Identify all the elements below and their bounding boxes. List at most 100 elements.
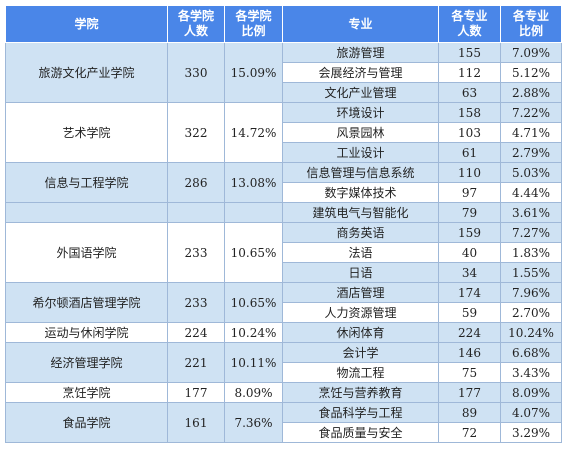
college-name-cell: 烹饪学院 (5, 382, 168, 403)
college-ratio-cell: 15.09% (224, 42, 283, 103)
major-ratio-cell: 10.24% (500, 322, 562, 343)
college-ratio-cell (224, 202, 283, 223)
table-row: 希尔顿酒店管理学院 233 10.65% 酒店管理 174 7.96% (5, 282, 562, 323)
header-college-count: 各学院 人数 (167, 5, 225, 43)
table-row: 数字媒体技术 97 4.44% (6, 182, 562, 203)
college-name-cell: 经济管理学院 (5, 342, 168, 383)
college-count-cell: 322 (167, 102, 225, 163)
major-name-cell: 会展经济与管理 (282, 62, 439, 83)
major-count-cell: 159 (438, 222, 501, 243)
college-ratio-cell: 10.11% (224, 342, 283, 383)
college-ratio-cell: 10.65% (224, 222, 283, 283)
major-ratio-cell: 7.96% (500, 282, 562, 303)
major-ratio-cell: 6.68% (500, 342, 562, 363)
major-ratio-cell: 7.09% (500, 42, 562, 63)
major-name-cell: 商务英语 (282, 222, 439, 243)
major-ratio-cell: 2.79% (500, 142, 562, 163)
enrollment-table: 学院 各学院 人数 各学院 比例 专业 各专业 人数 各专业 比例 旅游文化产业学院 33… (5, 5, 562, 443)
table-row: 运动与休闲学院 224 10.24% 休闲体育 224 10.24% (5, 322, 562, 343)
major-count-cell: 40 (438, 242, 501, 263)
table-row: 物流工程 75 3.43% (6, 362, 562, 383)
college-ratio-cell: 14.72% (224, 102, 283, 163)
major-name-cell: 法语 (282, 242, 439, 263)
college-name-cell: 希尔顿酒店管理学院 (5, 282, 168, 323)
major-ratio-cell: 7.22% (500, 102, 562, 123)
major-ratio-cell: 8.09% (500, 382, 562, 403)
major-ratio-cell: 4.44% (500, 182, 562, 203)
header-major-ratio: 各专业 比例 (500, 5, 562, 43)
major-name-cell: 风景园林 (282, 122, 439, 143)
major-ratio-cell: 3.29% (500, 422, 562, 443)
major-ratio-cell: 3.43% (500, 362, 562, 383)
college-count-cell: 177 (167, 382, 225, 403)
major-count-cell: 63 (438, 82, 501, 103)
college-ratio-cell: 10.65% (224, 282, 283, 323)
major-name-cell: 旅游管理 (282, 42, 439, 63)
major-count-cell: 158 (438, 102, 501, 123)
table-row: 日语 34 1.55% (6, 262, 562, 283)
college-name-cell: 信息与工程学院 (5, 162, 168, 203)
college-ratio-cell: 7.36% (224, 402, 283, 443)
college-count-cell: 233 (167, 222, 225, 283)
major-count-cell: 89 (438, 402, 501, 423)
major-count-cell: 103 (438, 122, 501, 143)
college-count-cell: 224 (167, 322, 225, 343)
major-count-cell: 112 (438, 62, 501, 83)
major-name-cell: 食品质量与安全 (282, 422, 439, 443)
major-count-cell: 177 (438, 382, 501, 403)
major-count-cell: 174 (438, 282, 501, 303)
major-name-cell: 工业设计 (282, 142, 439, 163)
college-name-cell: 运动与休闲学院 (5, 322, 168, 343)
major-name-cell: 建筑电气与智能化 (282, 202, 439, 223)
major-count-cell: 72 (438, 422, 501, 443)
major-count-cell: 79 (438, 202, 501, 223)
college-ratio-cell: 13.08% (224, 162, 283, 203)
major-ratio-cell: 7.27% (500, 222, 562, 243)
table-row: 工业设计 61 2.79% (6, 142, 562, 163)
major-name-cell: 数字媒体技术 (282, 182, 439, 203)
table-row: 外国语学院 233 10.65% 商务英语 159 7.27% (5, 222, 562, 283)
major-ratio-cell: 2.88% (500, 82, 562, 103)
college-count-cell: 286 (167, 162, 225, 203)
major-name-cell: 食品科学与工程 (282, 402, 439, 423)
major-count-cell: 97 (438, 182, 501, 203)
header-row: 学院 各学院 人数 各学院 比例 专业 各专业 人数 各专业 比例 (5, 5, 562, 43)
major-ratio-cell: 5.03% (500, 162, 562, 183)
college-count-cell (167, 202, 225, 223)
major-count-cell: 34 (438, 262, 501, 283)
major-name-cell: 环境设计 (282, 102, 439, 123)
header-major: 专业 (282, 5, 439, 43)
college-count-cell: 233 (167, 282, 225, 323)
major-count-cell: 75 (438, 362, 501, 383)
major-name-cell: 日语 (282, 262, 439, 283)
major-name-cell: 文化产业管理 (282, 82, 439, 103)
table-row: 经济管理学院 221 10.11% 会计学 146 6.68% (5, 342, 562, 383)
major-count-cell: 155 (438, 42, 501, 63)
table-row: 会展经济与管理 112 5.12% (6, 62, 562, 83)
table-body: 旅游文化产业学院 330 15.09% 旅游管理 155 7.09% 会展经济与管理 112 5… (5, 42, 562, 443)
college-count-cell: 330 (167, 42, 225, 103)
college-name-cell (5, 202, 168, 223)
college-name-cell: 旅游文化产业学院 (5, 42, 168, 103)
major-ratio-cell: 3.61% (500, 202, 562, 223)
major-ratio-cell: 4.07% (500, 402, 562, 423)
major-ratio-cell: 1.83% (500, 242, 562, 263)
table-row: 信息与工程学院 286 13.08% 信息管理与信息系统 110 5.03% (5, 162, 562, 203)
college-count-cell: 161 (167, 402, 225, 443)
header-major-count: 各专业 人数 (438, 5, 501, 43)
college-ratio-cell: 8.09% (224, 382, 283, 403)
table-row: 建筑电气与智能化 79 3.61% (5, 202, 562, 223)
table-row: 文化产业管理 63 2.88% (6, 82, 562, 103)
header-college: 学院 (5, 5, 168, 43)
major-ratio-cell: 4.71% (500, 122, 562, 143)
major-count-cell: 110 (438, 162, 501, 183)
major-name-cell: 物流工程 (282, 362, 439, 383)
table-row: 旅游文化产业学院 330 15.09% 旅游管理 155 7.09% (5, 42, 562, 103)
table-row: 烹饪学院 177 8.09% 烹饪与营养教育 177 8.09% (5, 382, 562, 403)
college-count-cell: 221 (167, 342, 225, 383)
college-name-cell: 食品学院 (5, 402, 168, 443)
enrollment-table-container: 学院 各学院 人数 各学院 比例 专业 各专业 人数 各专业 比例 旅游文化产业学院 33… (5, 5, 562, 443)
major-name-cell: 烹饪与营养教育 (282, 382, 439, 403)
header-college-ratio: 各学院 比例 (224, 5, 283, 43)
major-count-cell: 224 (438, 322, 501, 343)
